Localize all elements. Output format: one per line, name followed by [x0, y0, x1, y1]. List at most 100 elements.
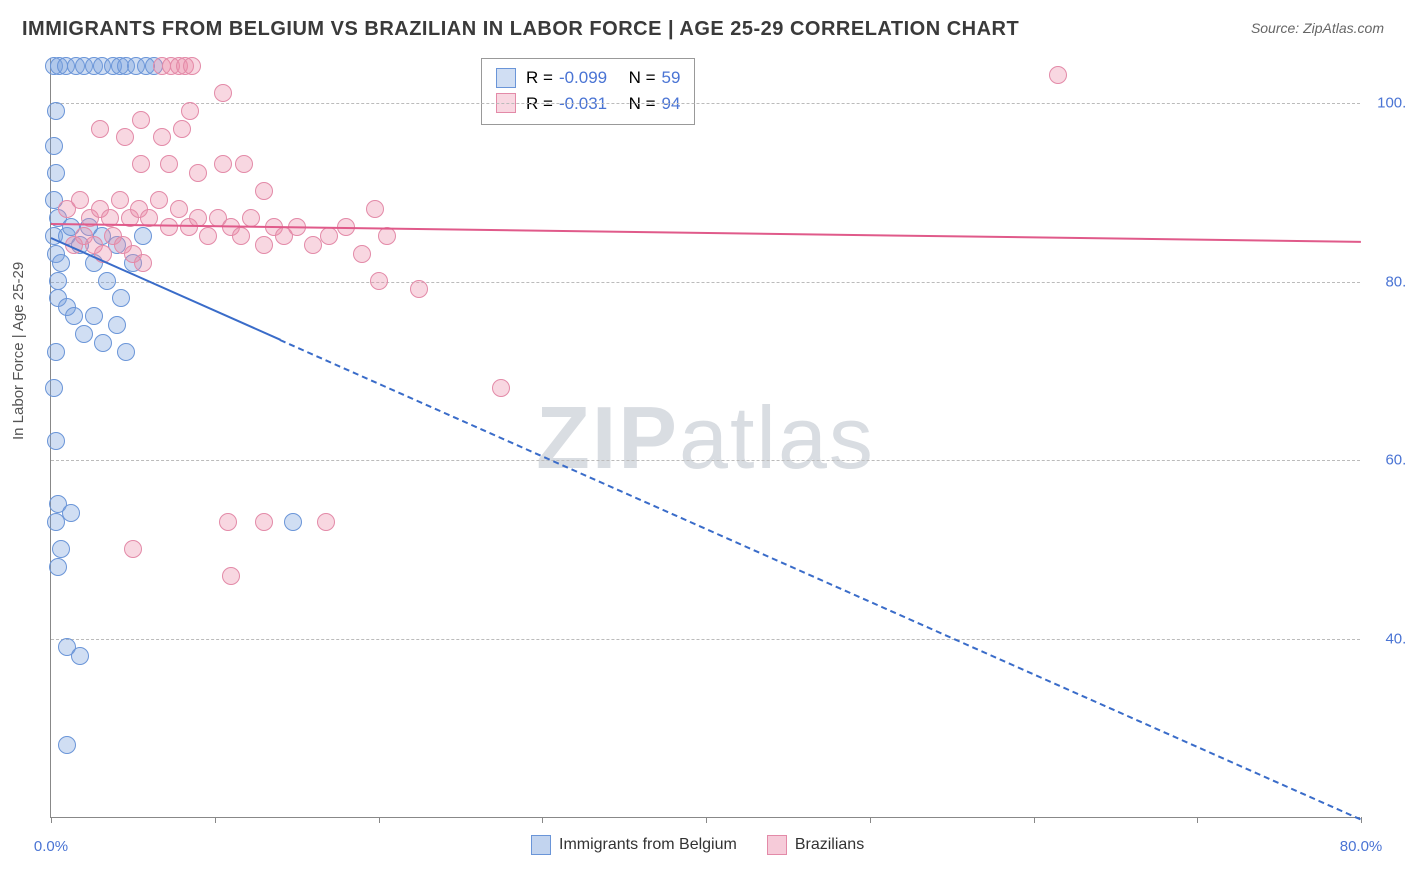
scatter-plot-area: ZIPatlas R = -0.099 N = 59 R = -0.031 N … — [50, 58, 1360, 818]
scatter-point — [52, 254, 70, 272]
scatter-point — [235, 155, 253, 173]
stat-N-label: N = — [629, 65, 656, 91]
scatter-point — [98, 272, 116, 290]
scatter-point — [214, 155, 232, 173]
scatter-point — [47, 432, 65, 450]
scatter-point — [71, 191, 89, 209]
scatter-point — [71, 647, 89, 665]
scatter-point — [232, 227, 250, 245]
scatter-point — [47, 102, 65, 120]
scatter-point — [222, 567, 240, 585]
source-label: Source: ZipAtlas.com — [1251, 20, 1384, 36]
scatter-point — [170, 200, 188, 218]
x-tick-mark — [1197, 817, 1198, 823]
scatter-point — [52, 540, 70, 558]
scatter-point — [47, 513, 65, 531]
scatter-point — [117, 343, 135, 361]
gridline — [51, 639, 1360, 640]
scatter-point — [492, 379, 510, 397]
scatter-point — [160, 155, 178, 173]
scatter-point — [75, 325, 93, 343]
watermark-light: atlas — [679, 388, 875, 487]
legend-item-0: Immigrants from Belgium — [531, 835, 737, 855]
scatter-point — [85, 307, 103, 325]
scatter-point — [47, 343, 65, 361]
scatter-point — [124, 540, 142, 558]
x-tick-mark — [1034, 817, 1035, 823]
scatter-point — [173, 120, 191, 138]
scatter-point — [304, 236, 322, 254]
gridline — [51, 103, 1360, 104]
watermark: ZIPatlas — [536, 387, 875, 489]
scatter-point — [49, 558, 67, 576]
scatter-point — [132, 111, 150, 129]
chart-title: IMMIGRANTS FROM BELGIUM VS BRAZILIAN IN … — [22, 18, 1019, 41]
scatter-point — [45, 137, 63, 155]
scatter-point — [410, 280, 428, 298]
trend-line — [280, 339, 1362, 820]
x-tick-mark — [706, 817, 707, 823]
scatter-point — [153, 128, 171, 146]
x-tick-mark — [51, 817, 52, 823]
legend: Immigrants from Belgium Brazilians — [531, 835, 864, 855]
scatter-point — [134, 254, 152, 272]
stat-N-value-0: 59 — [662, 65, 681, 91]
scatter-point — [320, 227, 338, 245]
scatter-point — [189, 164, 207, 182]
scatter-point — [366, 200, 384, 218]
gridline — [51, 460, 1360, 461]
scatter-point — [132, 155, 150, 173]
scatter-point — [111, 191, 129, 209]
legend-item-1: Brazilians — [767, 835, 864, 855]
stat-row-series-0: R = -0.099 N = 59 — [496, 65, 680, 91]
y-tick-label: 60.0% — [1385, 452, 1406, 469]
scatter-point — [1049, 66, 1067, 84]
scatter-point — [47, 164, 65, 182]
scatter-point — [214, 84, 232, 102]
scatter-point — [255, 182, 273, 200]
scatter-point — [160, 218, 178, 236]
scatter-point — [219, 513, 237, 531]
scatter-point — [150, 191, 168, 209]
watermark-bold: ZIP — [536, 388, 679, 487]
scatter-point — [284, 513, 302, 531]
stat-R-value-0: -0.099 — [559, 65, 607, 91]
gridline — [51, 282, 1360, 283]
correlation-stats-box: R = -0.099 N = 59 R = -0.031 N = 94 — [481, 58, 695, 125]
scatter-point — [108, 316, 126, 334]
legend-swatch-0 — [531, 835, 551, 855]
scatter-point — [255, 236, 273, 254]
scatter-point — [65, 307, 83, 325]
scatter-point — [134, 227, 152, 245]
x-tick-label: 80.0% — [1340, 838, 1383, 855]
y-tick-label: 40.0% — [1385, 631, 1406, 648]
y-tick-label: 100.0% — [1377, 94, 1406, 111]
scatter-point — [49, 272, 67, 290]
stat-R-label: R = — [526, 65, 553, 91]
x-tick-mark — [870, 817, 871, 823]
y-tick-label: 80.0% — [1385, 273, 1406, 290]
scatter-point — [45, 379, 63, 397]
scatter-point — [183, 57, 201, 75]
scatter-point — [181, 102, 199, 120]
scatter-point — [112, 289, 130, 307]
legend-swatch-1 — [767, 835, 787, 855]
x-tick-label: 0.0% — [34, 838, 68, 855]
x-tick-mark — [379, 817, 380, 823]
scatter-point — [317, 513, 335, 531]
scatter-point — [91, 120, 109, 138]
x-tick-mark — [542, 817, 543, 823]
scatter-point — [116, 128, 134, 146]
scatter-point — [199, 227, 217, 245]
swatch-series-0 — [496, 68, 516, 88]
scatter-point — [370, 272, 388, 290]
y-axis-label: In Labor Force | Age 25-29 — [10, 262, 27, 440]
scatter-point — [58, 736, 76, 754]
scatter-point — [94, 334, 112, 352]
x-tick-mark — [215, 817, 216, 823]
legend-label-1: Brazilians — [795, 836, 864, 854]
scatter-point — [242, 209, 260, 227]
scatter-point — [255, 513, 273, 531]
scatter-point — [353, 245, 371, 263]
legend-label-0: Immigrants from Belgium — [559, 836, 737, 854]
